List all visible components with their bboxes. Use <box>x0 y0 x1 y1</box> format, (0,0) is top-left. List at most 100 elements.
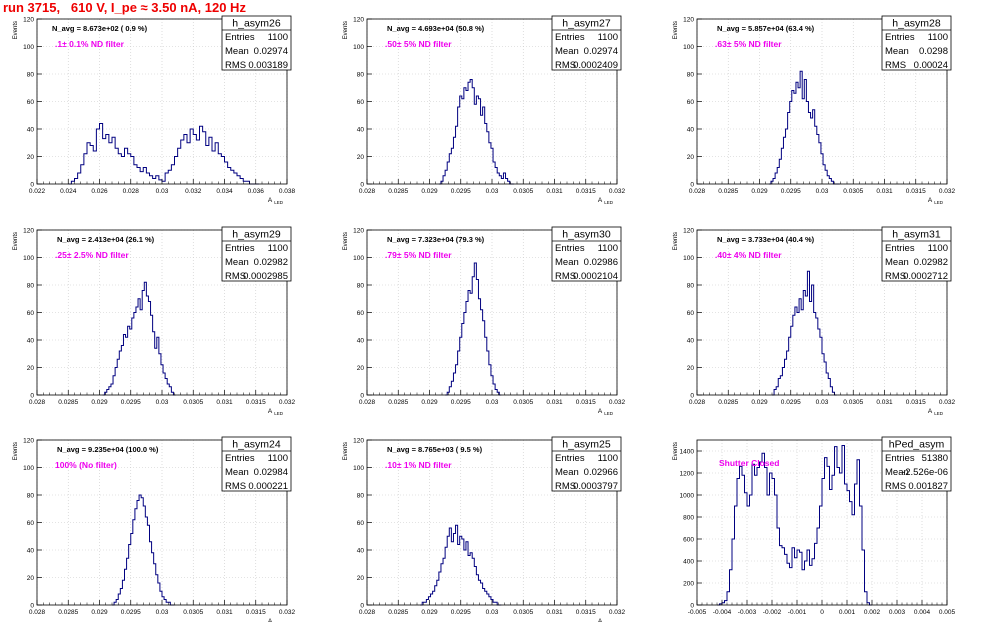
y-tick-label: 60 <box>687 99 695 106</box>
stats-label-mean: Mean <box>555 46 579 57</box>
x-tick-label: 0.029 <box>421 188 438 195</box>
x-tick-label: 0.031 <box>546 399 563 406</box>
stats-box <box>881 436 952 492</box>
histogram-panel-h_asym27: 0 20 40 60 80 100 120 0.028 0.0285 0.029 0.0295 0.0… <box>343 15 626 205</box>
stats-value-rms: 0.0002409 <box>573 60 618 71</box>
page-title: run 3715, 610 V, I_pe ≈ 3.50 nA, 120 Hz <box>3 0 246 15</box>
stats-box <box>551 226 622 282</box>
y-tick-label: 100 <box>23 44 34 51</box>
y-tick-label: 60 <box>27 520 35 527</box>
x-tick-label: 0.028 <box>359 188 376 195</box>
stats-label-rms: RMS <box>225 271 246 282</box>
stats-value-mean: 0.02984 <box>254 467 288 478</box>
x-tick-label: 0.031 <box>876 188 893 195</box>
x-tick-label: 0.0295 <box>781 188 801 195</box>
x-tick-label: 0.032 <box>279 399 296 406</box>
stats-box <box>551 15 622 71</box>
y-tick-label: 80 <box>357 283 365 290</box>
stats-label-rms: RMS <box>885 60 906 71</box>
stats-value-mean: -2.526e-06 <box>902 467 948 478</box>
histogram-name: h_asym29 <box>232 229 281 241</box>
x-tick-label: 0.0295 <box>451 609 471 616</box>
stats-box <box>881 15 952 71</box>
x-tick-label: 0.029 <box>91 399 108 406</box>
x-tick-label: 0.028 <box>29 399 46 406</box>
histogram-panel-hPed_asym: 0 200 400 600 800 1000 1200 1400 -0.005 -0.004 -0.… <box>673 436 956 616</box>
y-tick-label: 80 <box>357 72 365 79</box>
stats-value-entries: 1100 <box>928 243 948 254</box>
histogram-name: h_asym25 <box>562 439 611 451</box>
x-tick-label: 0.0305 <box>843 188 863 195</box>
x-tick-label: 0.032 <box>279 609 296 616</box>
stats-value-rms: 0.0002712 <box>903 271 948 282</box>
x-tick-label: 0.0285 <box>58 609 78 616</box>
stats-value-mean: 0.02974 <box>584 46 618 57</box>
y-tick-label: 40 <box>27 127 35 134</box>
y-tick-label: 20 <box>357 365 365 372</box>
stats-label-rms: RMS <box>885 271 906 282</box>
navg-label: N_avg = 8.765e+03 ( 9.5 %) <box>387 445 483 454</box>
x-tick-label: 0.03 <box>816 399 829 406</box>
x-tick-label: 0.029 <box>751 399 768 406</box>
x-tick-label: 0.032 <box>939 188 956 195</box>
x-tick-label: -0.005 <box>688 609 707 616</box>
x-tick-label: 0.0315 <box>576 188 596 195</box>
navg-label: N_avg = 5.857e+04 (63.4 %) <box>717 24 815 33</box>
stats-value-mean: 0.02982 <box>254 257 288 268</box>
stats-label-mean: Mean <box>225 467 249 478</box>
y-tick-label: 80 <box>27 283 35 290</box>
stats-label-mean: Mean <box>885 467 909 478</box>
x-tick-label: 0.028 <box>359 609 376 616</box>
x-tick-label: 0.0295 <box>781 399 801 406</box>
x-tick-label: 0.022 <box>29 188 46 195</box>
y-tick-label: 0 <box>360 182 364 189</box>
y-tick-label: 40 <box>357 127 365 134</box>
y-tick-label: 100 <box>683 255 694 262</box>
histogram-name: h_asym28 <box>892 18 941 30</box>
histogram-name: h_asym24 <box>232 439 281 451</box>
x-tick-label: 0.0315 <box>246 609 266 616</box>
y-axis-title: Events <box>673 232 679 250</box>
x-tick-label: 0 <box>820 609 824 616</box>
x-tick-label: 0.036 <box>248 188 265 195</box>
y-tick-label: 20 <box>357 154 365 161</box>
y-tick-label: 40 <box>357 338 365 345</box>
y-tick-label: 60 <box>687 310 695 317</box>
x-tick-label: 0.029 <box>421 609 438 616</box>
y-tick-label: 80 <box>27 72 35 79</box>
stats-label-mean: Mean <box>885 46 909 57</box>
stats-label-mean: Mean <box>225 257 249 268</box>
stats-value-entries: 51380 <box>922 453 948 464</box>
x-tick-label: 0.03 <box>486 399 499 406</box>
stats-value-mean: 0.02986 <box>584 257 618 268</box>
y-axis-title: Events <box>343 442 349 460</box>
filter-label: 100% (No filter) <box>55 460 117 470</box>
y-tick-label: 60 <box>27 99 35 106</box>
x-tick-label: 0.002 <box>864 609 881 616</box>
y-tick-label: 0 <box>690 182 694 189</box>
histogram-panel-h_asym24: 0 20 40 60 80 100 120 0.028 0.0285 0.029 0.0295 0.0… <box>13 436 296 622</box>
y-tick-label: 40 <box>27 338 35 345</box>
y-tick-label: 20 <box>27 365 35 372</box>
x-tick-label: 0.0315 <box>576 609 596 616</box>
y-tick-label: 120 <box>353 17 364 24</box>
y-axis-title: Events <box>673 442 679 460</box>
y-tick-label: 120 <box>23 17 34 24</box>
y-tick-label: 100 <box>23 465 34 472</box>
x-tick-label: 0.031 <box>216 399 233 406</box>
y-tick-label: 20 <box>687 365 695 372</box>
y-tick-label: 40 <box>27 548 35 555</box>
x-tick-label: 0.032 <box>609 399 626 406</box>
x-tick-label: -0.004 <box>713 609 732 616</box>
histogram-line <box>68 123 259 185</box>
y-tick-label: 400 <box>683 559 694 566</box>
x-tick-label: 0.0305 <box>513 399 533 406</box>
x-tick-label: 0.031 <box>546 609 563 616</box>
stats-value-rms: 0.00024 <box>914 60 948 71</box>
histogram-line <box>102 281 176 396</box>
y-tick-label: 60 <box>357 99 365 106</box>
